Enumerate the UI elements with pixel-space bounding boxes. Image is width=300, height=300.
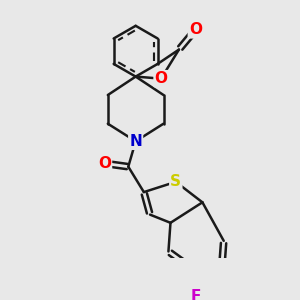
Text: O: O xyxy=(154,71,168,86)
Text: S: S xyxy=(170,174,181,189)
Text: O: O xyxy=(98,156,111,171)
Text: O: O xyxy=(189,22,202,38)
Text: F: F xyxy=(190,289,201,300)
Text: N: N xyxy=(129,134,142,149)
